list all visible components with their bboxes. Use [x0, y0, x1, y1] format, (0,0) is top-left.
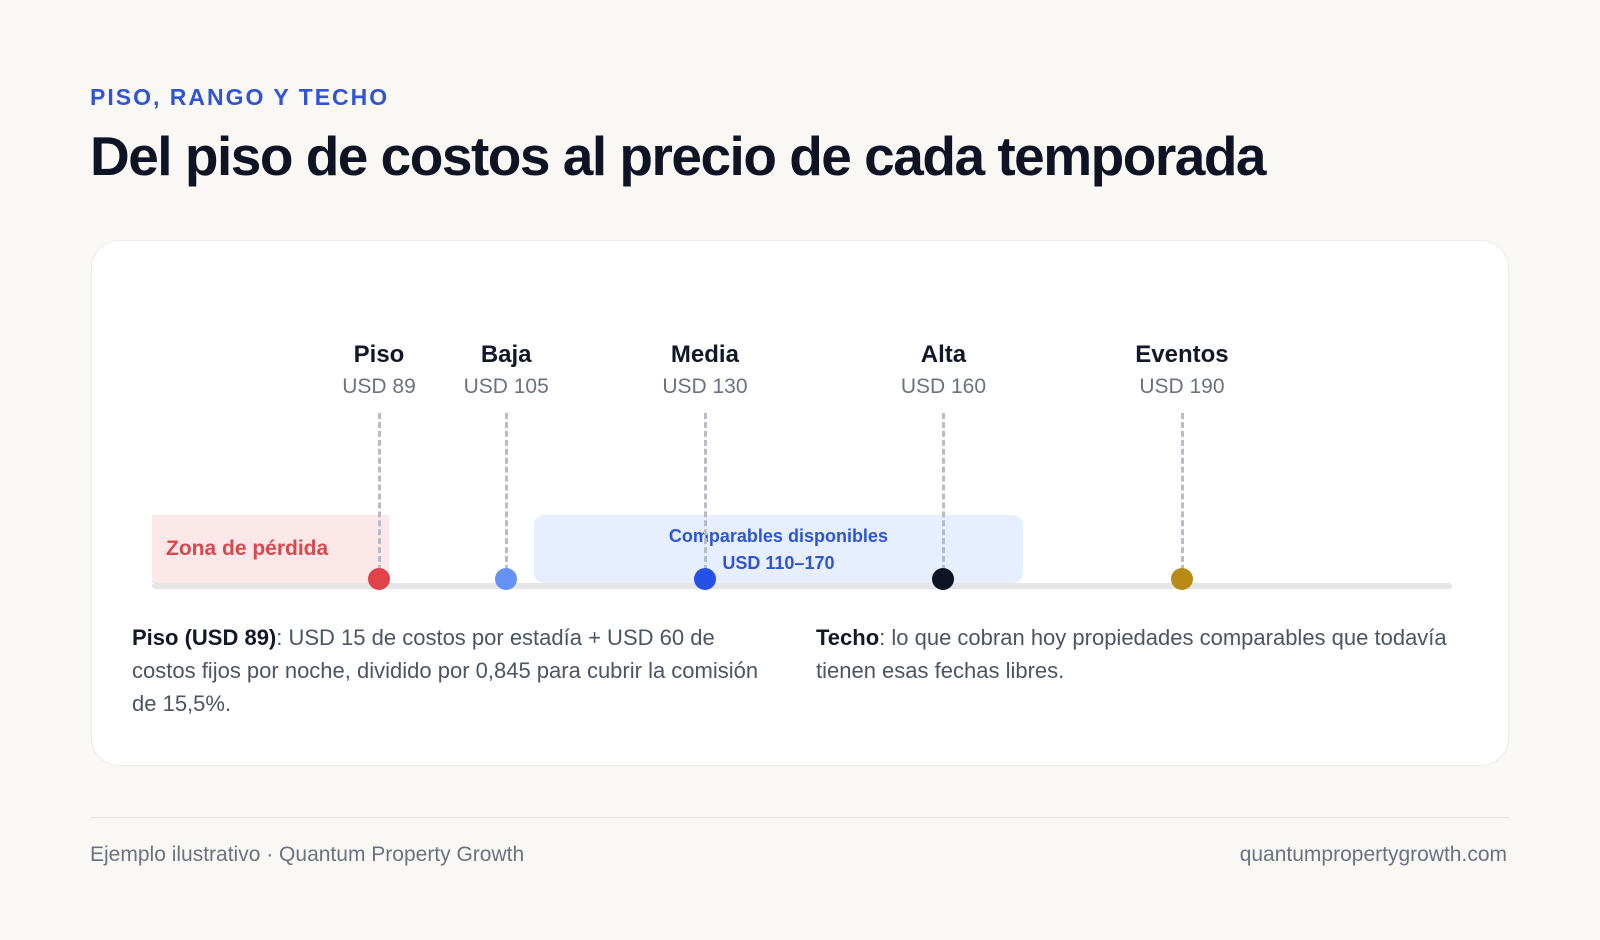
marker-guide-line: [378, 413, 381, 571]
scale-track: [152, 583, 1452, 589]
comparables-range: USD 110–170: [722, 553, 835, 573]
comparables-label: Comparables disponibles USD 110–170: [534, 523, 1023, 577]
price-scale: Zona de pérdida Comparables disponibles …: [92, 241, 1510, 601]
marker-dot: [368, 568, 390, 590]
comparables-title: Comparables disponibles: [668, 526, 888, 546]
footer-credit: Ejemplo ilustrativo · Quantum Property G…: [90, 843, 525, 866]
page-title: Del piso de costos al precio de cada tem…: [90, 125, 1267, 187]
floor-note: Piso (USD 89): USD 15 de costos por esta…: [132, 621, 772, 720]
footer-url[interactable]: quantumpropertygrowth.com: [1239, 843, 1507, 866]
floor-note-bold: Piso (USD 89): [132, 625, 277, 650]
loss-zone-label: Zona de pérdida: [166, 537, 329, 560]
marker-label: Media: [670, 341, 739, 368]
marker-guide-line: [703, 413, 707, 571]
marker-guide-line: [942, 413, 946, 571]
marker-value: USD 160: [900, 375, 987, 398]
marker-value: USD 130: [662, 375, 748, 398]
marker-label: Alta: [920, 341, 967, 368]
marker-label: Baja: [480, 341, 532, 368]
marker-guide-line: [1180, 413, 1184, 571]
footer-divider: [90, 817, 1510, 818]
marker-value: USD 89: [342, 375, 416, 398]
marker-dot: [693, 568, 716, 590]
marker-guide-line: [505, 413, 509, 571]
eyebrow-label: PISO, RANGO Y TECHO: [90, 84, 390, 110]
ceiling-note-bold: Techo: [816, 625, 880, 650]
ceiling-note-text: : lo que cobran hoy propiedades comparab…: [816, 625, 1447, 683]
ceiling-note: Techo: lo que cobran hoy propiedades com…: [816, 621, 1466, 687]
marker-label: Eventos: [1135, 341, 1229, 368]
pricing-scale-card: Zona de pérdida Comparables disponibles …: [91, 240, 1509, 766]
marker-dot: [495, 568, 518, 590]
floor-note-text: : USD 15 de costos por estadía + USD 60 …: [132, 625, 759, 716]
marker-value: USD 105: [463, 375, 549, 398]
loss-zone: [152, 515, 389, 583]
marker-dot: [1170, 568, 1193, 590]
marker-dot: [932, 568, 955, 590]
marker-label: Piso: [353, 341, 405, 368]
marker-value: USD 190: [1139, 375, 1225, 398]
